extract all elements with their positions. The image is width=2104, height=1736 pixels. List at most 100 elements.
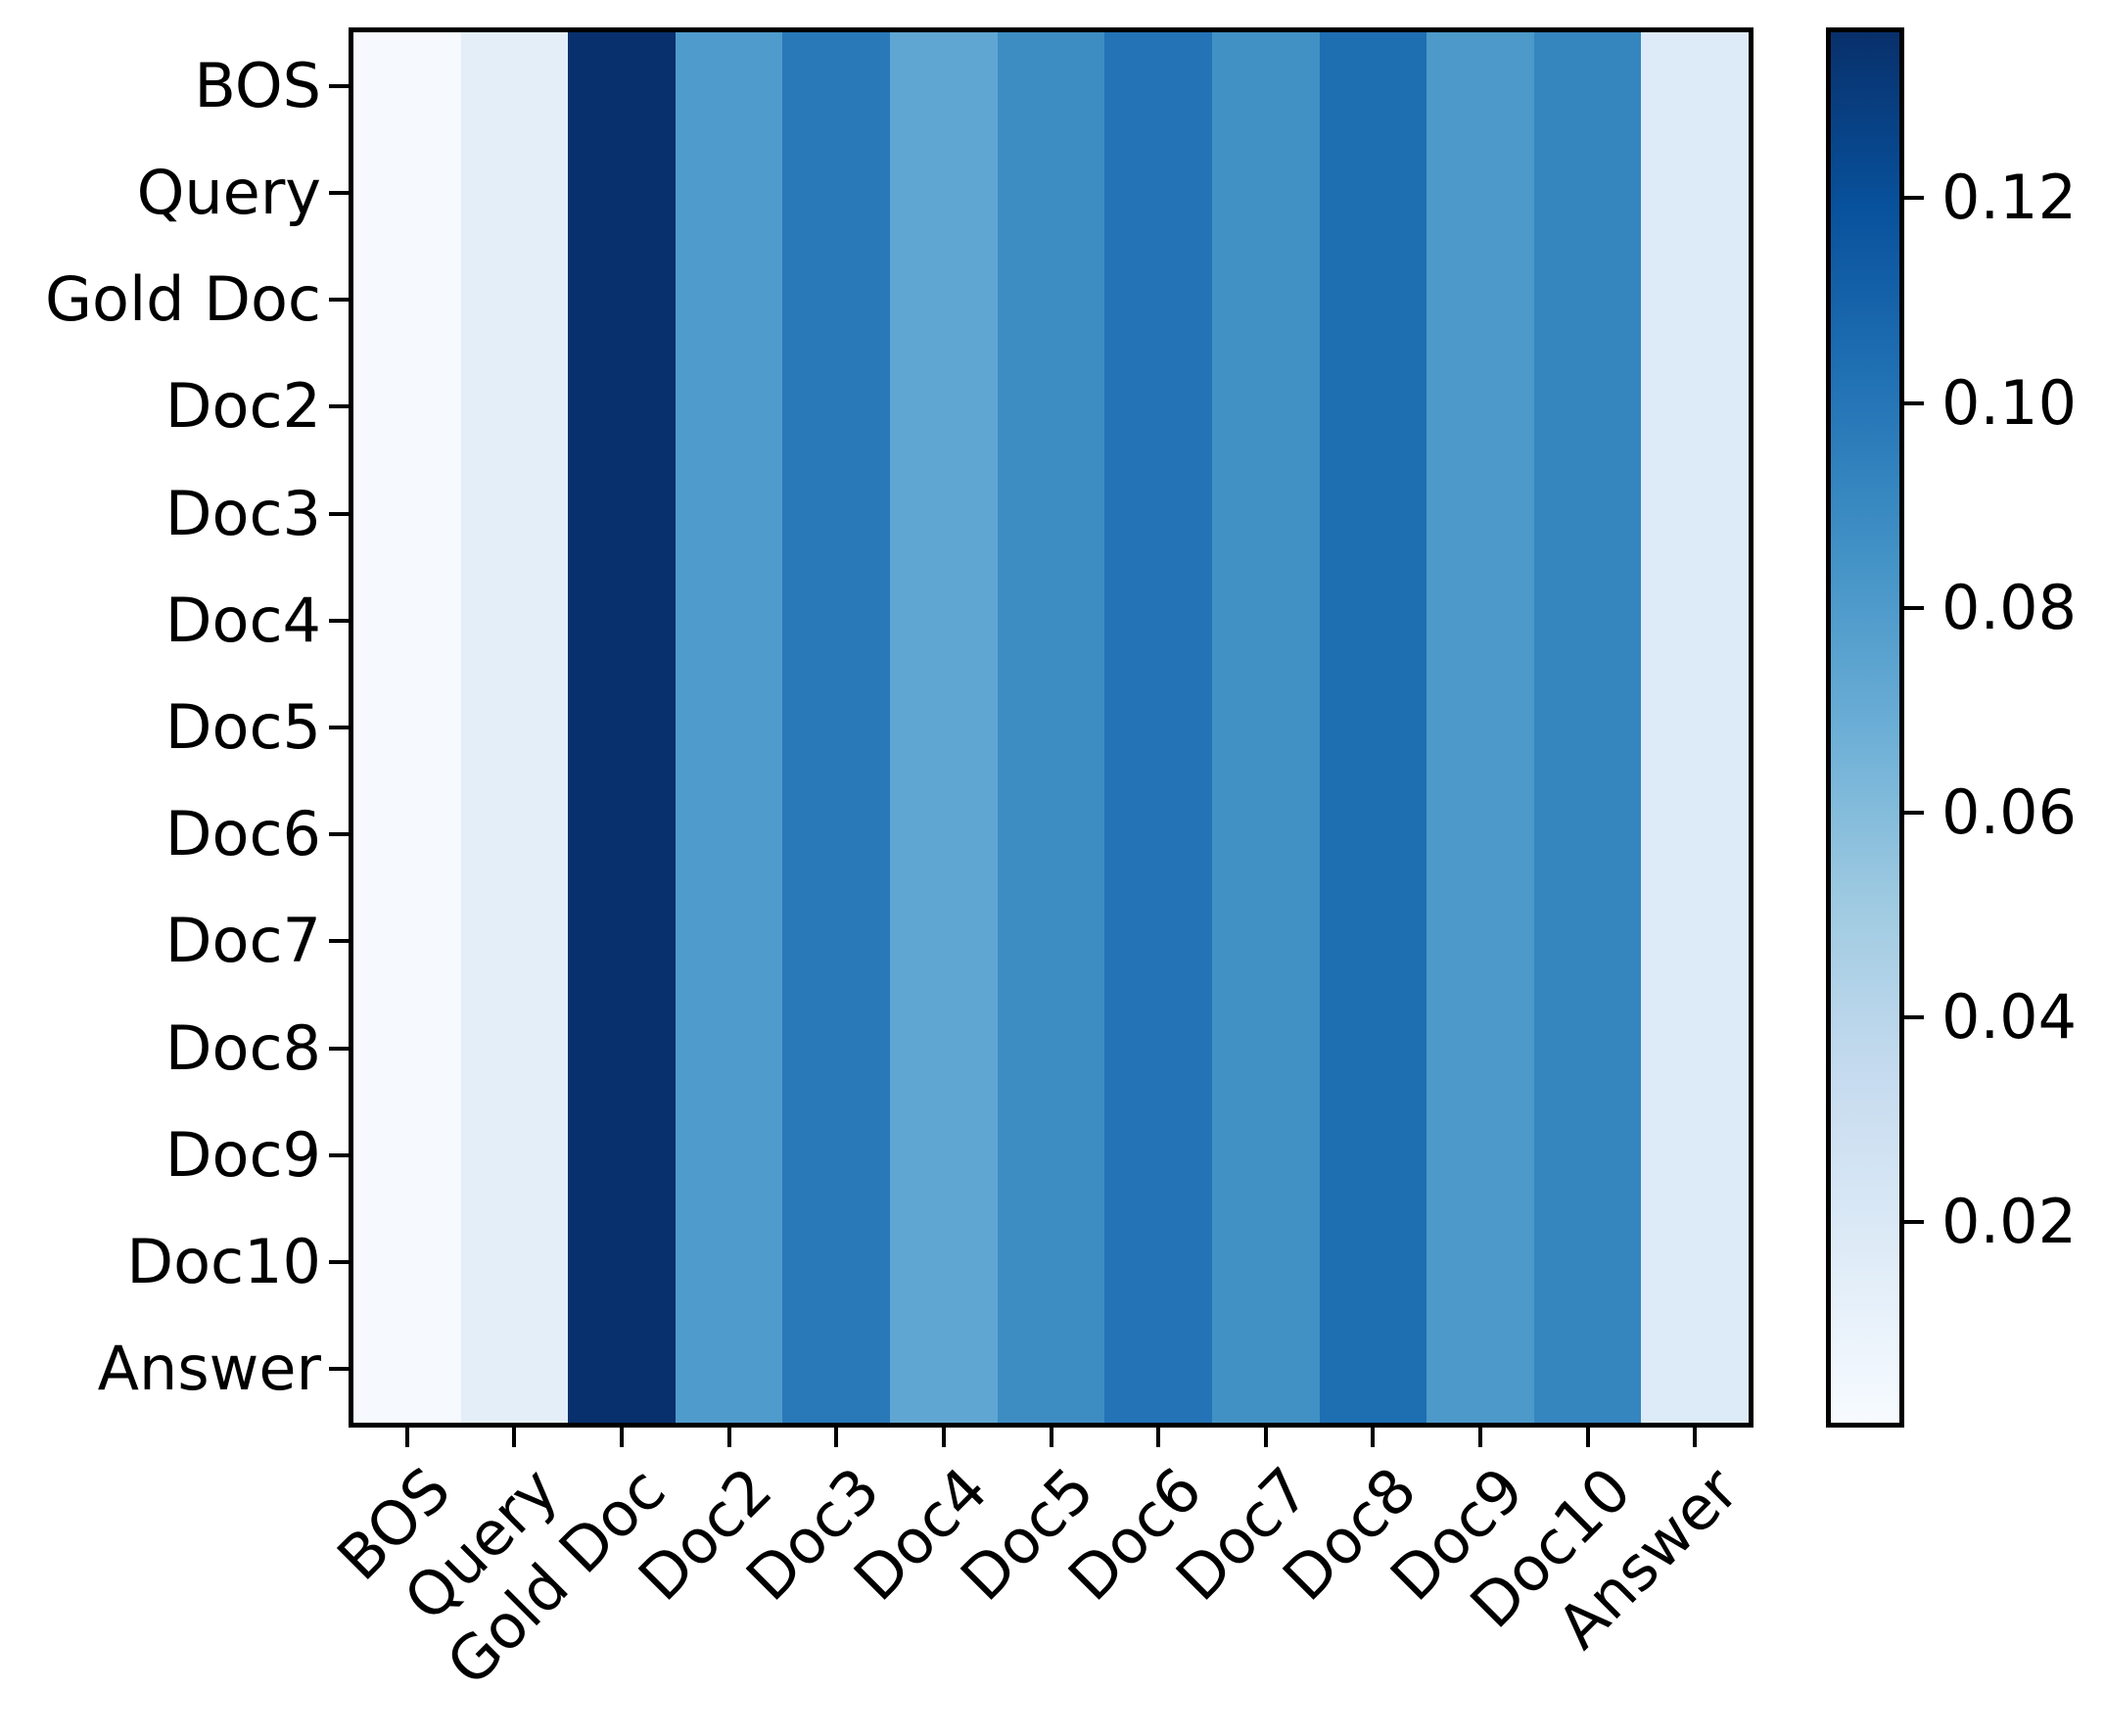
heatmap-cell [353, 32, 461, 140]
heatmap-cell [1104, 32, 1212, 140]
heatmap-cell [1104, 459, 1212, 568]
heatmap-cell [675, 1102, 783, 1209]
heatmap-cell [460, 1102, 569, 1209]
heatmap-cell [353, 995, 461, 1103]
heatmap-cell [1641, 995, 1749, 1103]
y-axis-tick-label: Doc5 [164, 691, 321, 763]
colorbar-gradient [1831, 32, 1899, 1423]
heatmap-cell [1641, 352, 1749, 460]
x-axis-tick [1693, 1428, 1698, 1447]
heatmap-cell [460, 1315, 569, 1423]
heatmap-cell [997, 1208, 1105, 1316]
heatmap-cell [460, 674, 569, 781]
x-axis-tick [1263, 1428, 1268, 1447]
heatmap-cell [675, 246, 783, 353]
heatmap-cell [568, 459, 676, 568]
y-axis-tick-label: Doc3 [164, 477, 321, 549]
heatmap-cell [890, 674, 998, 781]
heatmap-cell [782, 674, 891, 781]
heatmap-cell [1533, 780, 1642, 888]
heatmap-cell [1641, 1102, 1749, 1209]
x-axis-tick [1049, 1428, 1053, 1447]
y-axis-tick-label: Doc4 [164, 584, 321, 656]
heatmap-cell [782, 139, 891, 247]
heatmap-cell [1104, 1315, 1212, 1423]
heatmap-cell [1211, 32, 1320, 140]
heatmap-cell [1533, 674, 1642, 781]
heatmap-cell [1641, 246, 1749, 353]
heatmap-cell [460, 352, 569, 460]
heatmap-cell [1211, 1315, 1320, 1423]
heatmap-cell [568, 780, 676, 888]
y-axis-tick [329, 939, 349, 944]
heatmap-cell [1426, 1102, 1534, 1209]
heatmap-cell [890, 1315, 998, 1423]
y-axis-tick-label: Doc6 [164, 798, 321, 870]
heatmap-cell [1104, 887, 1212, 996]
heatmap-cell [890, 780, 998, 888]
heatmap-cell [353, 246, 461, 353]
y-axis-tick [329, 1152, 349, 1157]
heatmap-cell [1641, 1208, 1749, 1316]
colorbar-tick-label: 0.06 [1941, 775, 2078, 848]
heatmap-cell [997, 1315, 1105, 1423]
heatmap-cell [568, 32, 676, 140]
x-axis-tick [1585, 1428, 1590, 1447]
heatmap-cell [460, 1208, 569, 1316]
heatmap-cell [1104, 246, 1212, 353]
heatmap-cell [997, 32, 1105, 140]
y-axis-tick [329, 511, 349, 516]
heatmap-cell [460, 32, 569, 140]
colorbar-tick-label: 0.02 [1941, 1186, 2078, 1258]
heatmap-cell [1641, 1315, 1749, 1423]
heatmap-cell [568, 887, 676, 996]
heatmap-cell [353, 887, 461, 996]
heatmap-cell [1211, 352, 1320, 460]
heatmap-cell [1533, 1102, 1642, 1209]
heatmap-cell [1319, 780, 1427, 888]
heatmap-cell [890, 1208, 998, 1316]
heatmap-cell [782, 1102, 891, 1209]
heatmap-cell [353, 1102, 461, 1209]
colorbar-tick-label: 0.12 [1941, 162, 2078, 234]
heatmap-cell [460, 139, 569, 247]
y-axis-tick-label: Answer [97, 1333, 321, 1405]
heatmap-cell [353, 780, 461, 888]
y-axis-tick [329, 1367, 349, 1372]
heatmap-cell [1211, 995, 1320, 1103]
heatmap-cell [1426, 780, 1534, 888]
heatmap-cell [1104, 1102, 1212, 1209]
heatmap-cell [353, 567, 461, 675]
heatmap [349, 27, 1753, 1428]
heatmap-cell [1533, 1315, 1642, 1423]
heatmap-cell [568, 567, 676, 675]
heatmap-cell [1104, 139, 1212, 247]
heatmap-cell [1641, 674, 1749, 781]
heatmap-cell [675, 995, 783, 1103]
colorbar [1826, 27, 1904, 1428]
heatmap-cell [1426, 674, 1534, 781]
heatmap-cell [675, 780, 783, 888]
y-axis-tick [329, 83, 349, 88]
heatmap-cell [460, 995, 569, 1103]
heatmap-cell [568, 1208, 676, 1316]
heatmap-cell [460, 246, 569, 353]
heatmap-cell [997, 887, 1105, 996]
heatmap-cell [997, 459, 1105, 568]
heatmap-cell [1211, 139, 1320, 247]
x-axis-tick [1156, 1428, 1161, 1447]
heatmap-cell [1211, 246, 1320, 353]
heatmap-cell [890, 139, 998, 247]
heatmap-cell [1426, 567, 1534, 675]
heatmap-cell [1641, 567, 1749, 675]
heatmap-cell [1104, 674, 1212, 781]
heatmap-cell [1641, 139, 1749, 247]
heatmap-cell [353, 352, 461, 460]
heatmap-cell [782, 352, 891, 460]
heatmap-cell [997, 139, 1105, 247]
heatmap-cell [890, 352, 998, 460]
colorbar-tick [1904, 810, 1924, 815]
heatmap-cell [1211, 1102, 1320, 1209]
heatmap-cell [782, 780, 891, 888]
